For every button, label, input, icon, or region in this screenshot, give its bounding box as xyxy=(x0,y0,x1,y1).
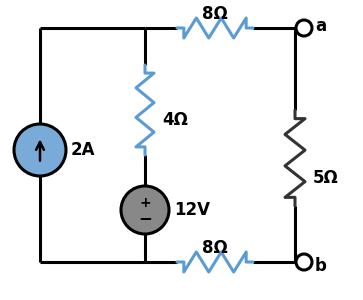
Text: −: − xyxy=(138,209,152,227)
Circle shape xyxy=(296,254,312,270)
Text: 5Ω: 5Ω xyxy=(313,169,339,187)
Text: 4Ω: 4Ω xyxy=(162,111,188,129)
Text: 12V: 12V xyxy=(174,201,210,219)
Circle shape xyxy=(14,124,66,176)
Text: 8Ω: 8Ω xyxy=(202,5,228,23)
Text: +: + xyxy=(139,196,151,210)
Text: b: b xyxy=(315,257,327,275)
Text: a: a xyxy=(315,17,326,35)
Circle shape xyxy=(121,186,169,234)
Text: 8Ω: 8Ω xyxy=(202,239,228,257)
Circle shape xyxy=(296,20,312,36)
Text: 2A: 2A xyxy=(71,141,95,159)
